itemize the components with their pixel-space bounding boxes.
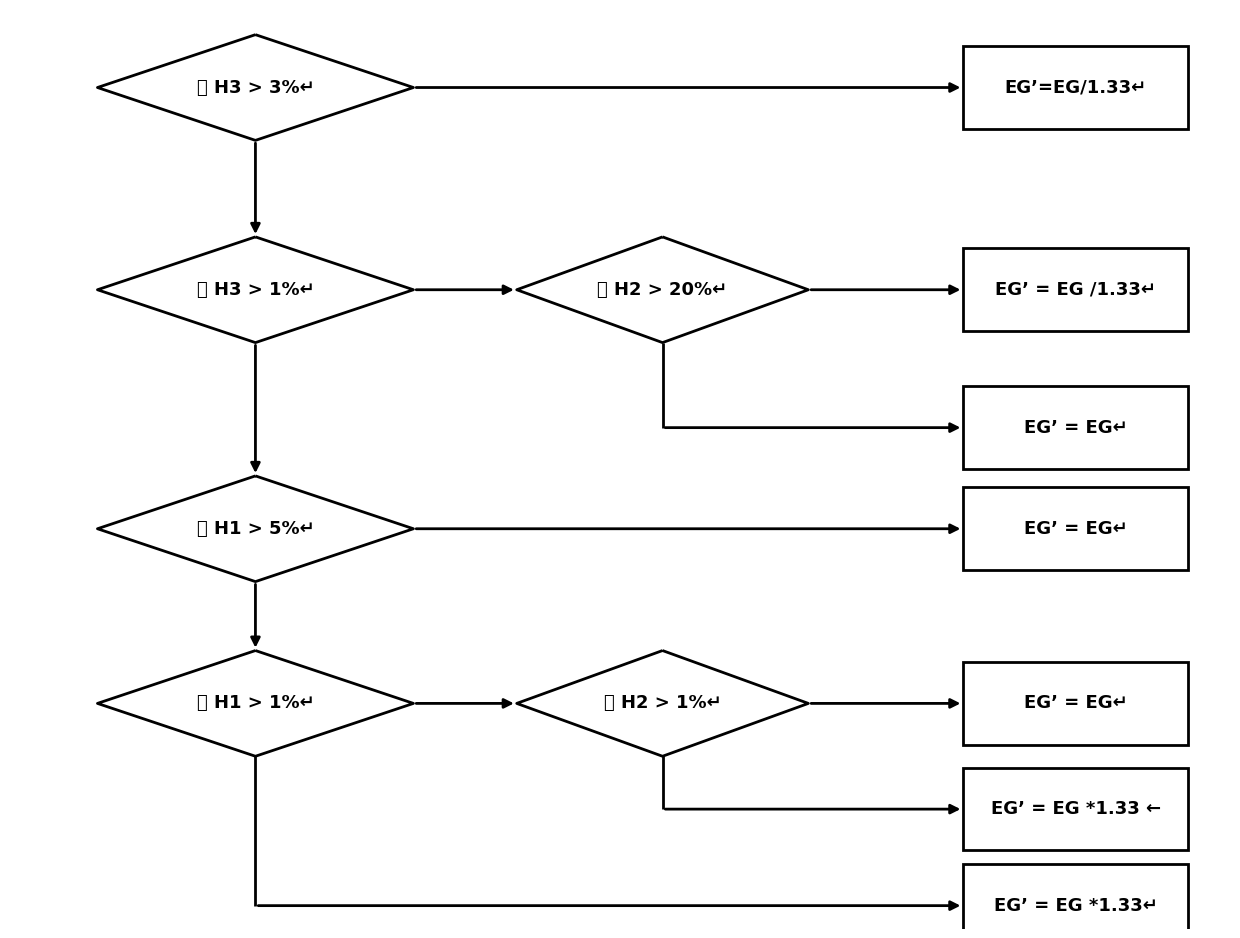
Bar — [963, 386, 1188, 469]
Text: 若 H1 > 5%↵: 若 H1 > 5%↵ — [197, 520, 314, 537]
Text: EG’ = EG *1.33 ←: EG’ = EG *1.33 ← — [991, 800, 1161, 818]
Text: 若 H1 > 1%↵: 若 H1 > 1%↵ — [197, 694, 314, 712]
Bar — [963, 46, 1188, 129]
Bar — [963, 662, 1188, 745]
Text: EG’ = EG↵: EG’ = EG↵ — [1024, 418, 1127, 436]
Text: EG’ = EG /1.33↵: EG’ = EG /1.33↵ — [996, 280, 1156, 298]
Text: 若 H3 > 1%↵: 若 H3 > 1%↵ — [197, 280, 314, 298]
Text: EG’ = EG↵: EG’ = EG↵ — [1024, 694, 1127, 712]
Bar — [963, 249, 1188, 331]
Text: EG’ = EG↵: EG’ = EG↵ — [1024, 520, 1127, 537]
Text: 若 H2 > 1%↵: 若 H2 > 1%↵ — [604, 694, 722, 712]
Text: 若 H2 > 20%↵: 若 H2 > 20%↵ — [598, 280, 728, 298]
Bar — [963, 864, 1188, 938]
Text: EG’ = EG *1.33↵: EG’ = EG *1.33↵ — [993, 897, 1158, 915]
Text: 若 H3 > 3%↵: 若 H3 > 3%↵ — [197, 79, 314, 97]
Bar — [963, 767, 1188, 851]
Bar — [963, 488, 1188, 570]
Text: EG’=EG/1.33↵: EG’=EG/1.33↵ — [1004, 79, 1147, 97]
